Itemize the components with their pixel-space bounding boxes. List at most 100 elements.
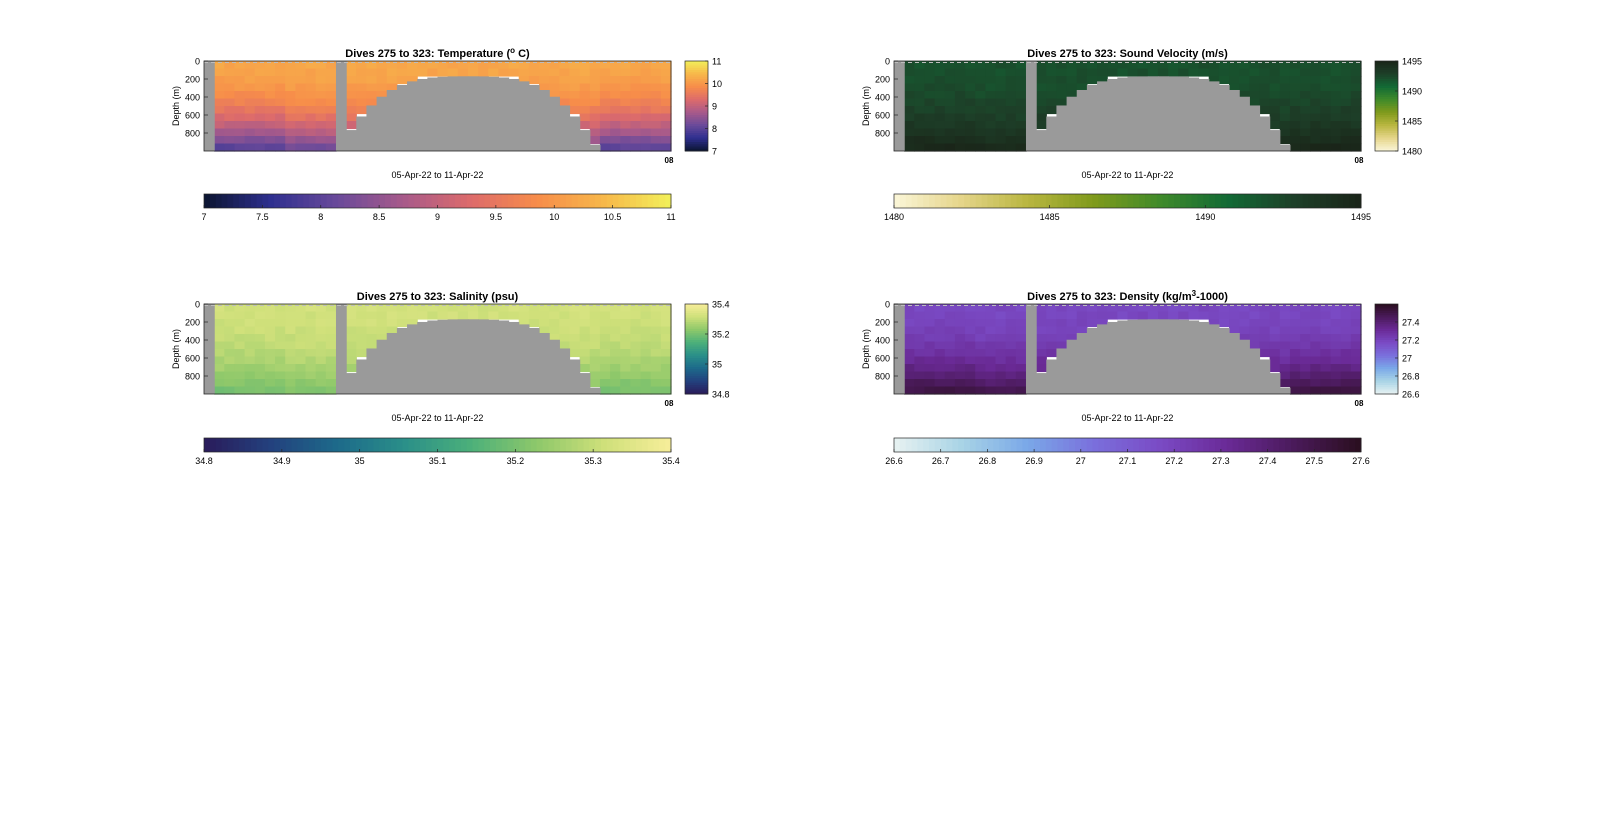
colorbar-swatch — [624, 438, 631, 452]
heatmap-cell — [640, 371, 652, 380]
heatmap-cell — [620, 386, 631, 395]
heatmap-cell — [549, 91, 560, 100]
heatmap-cell — [275, 76, 286, 85]
heatmap-cell — [904, 128, 915, 137]
colorbar-swatch — [1133, 438, 1140, 452]
heatmap-cell — [1330, 334, 1342, 343]
heatmap-cell — [1015, 371, 1027, 380]
heatmap-cell — [1015, 386, 1027, 395]
no-data-block — [396, 84, 408, 151]
colorbar-swatch — [449, 194, 456, 208]
colorbar-swatch — [685, 117, 708, 120]
colorbar-tick-label: 35.1 — [429, 456, 447, 466]
heatmap-cell — [1269, 68, 1281, 77]
colorbar-swatch — [384, 194, 392, 208]
heatmap-cell — [346, 304, 357, 313]
heatmap-cell — [1350, 386, 1362, 395]
heatmap-cell — [1036, 326, 1047, 335]
colorbar-swatch — [466, 194, 474, 208]
heatmap-cell — [305, 371, 317, 380]
colorbar-tick-label: 1480 — [884, 212, 904, 222]
heatmap-cell — [914, 326, 926, 335]
heatmap-cell — [954, 326, 966, 335]
colorbar-swatch — [221, 194, 228, 208]
heatmap-cell — [488, 311, 500, 320]
colorbar-swatch — [1238, 438, 1245, 452]
colorbar-swatch — [964, 438, 971, 452]
heatmap-cell — [1259, 83, 1271, 92]
heatmap-cell — [610, 128, 621, 137]
heatmap-cell — [914, 98, 926, 107]
heatmap-cell — [934, 143, 946, 152]
colorbar-swatch — [1375, 349, 1398, 352]
heatmap-cell — [579, 349, 591, 358]
colorbar-swatch — [1375, 313, 1398, 316]
heatmap-cell — [1147, 61, 1159, 70]
heatmap-cell — [356, 68, 368, 77]
colorbar-swatch — [1092, 438, 1099, 452]
heatmap-cell — [1330, 379, 1342, 388]
heatmap-cell — [1279, 83, 1291, 92]
heatmap-cell — [1340, 304, 1352, 313]
heatmap-cell — [924, 91, 936, 100]
heatmap-cell — [346, 349, 357, 358]
heatmap-cell — [437, 61, 449, 70]
heatmap-cell — [924, 364, 936, 373]
colorbar-tick-label: 35.2 — [507, 456, 525, 466]
y-tick-label: 400 — [875, 336, 890, 346]
colorbar-swatch — [940, 194, 948, 208]
colorbar-swatch — [402, 438, 409, 452]
heatmap-cell — [315, 76, 327, 85]
heatmap-cell — [965, 371, 976, 380]
heatmap-cell — [1300, 341, 1311, 350]
heatmap-cell — [944, 106, 956, 115]
heatmap-cell — [1340, 68, 1352, 77]
colorbar-swatch — [1139, 438, 1146, 452]
heatmap-cell — [1107, 304, 1118, 313]
heatmap-cell — [285, 91, 296, 100]
colorbar-swatch — [1375, 340, 1398, 343]
colorbar-swatch — [530, 438, 538, 452]
heatmap-cell — [934, 326, 946, 335]
colorbar-swatch — [1296, 438, 1304, 452]
colorbar-swatch — [495, 438, 503, 452]
heatmap-cell — [396, 68, 408, 77]
heatmap-cell — [599, 379, 611, 388]
heatmap-cell — [224, 128, 236, 137]
heatmap-cell — [965, 311, 976, 320]
x-tick-label: 08 — [1355, 156, 1364, 165]
no-data-block — [528, 327, 540, 394]
heatmap-cell — [954, 349, 966, 358]
colorbar-swatch — [1375, 317, 1398, 321]
heatmap-cell — [914, 61, 926, 70]
no-data-block — [1208, 324, 1220, 394]
heatmap-cell — [295, 143, 307, 152]
heatmap-cell — [965, 334, 976, 343]
colorbar-swatch — [355, 438, 363, 452]
heatmap-cell — [366, 304, 378, 313]
heatmap-cell — [995, 326, 1007, 335]
heatmap-cell — [366, 341, 378, 350]
heatmap-cell — [1350, 68, 1362, 77]
heatmap-cell — [620, 341, 631, 350]
colorbar-swatch — [1255, 438, 1263, 452]
heatmap-cell — [1269, 326, 1281, 335]
heatmap-cell — [1198, 68, 1210, 77]
heatmap-cell — [254, 356, 266, 365]
heatmap-cell — [660, 76, 672, 85]
heatmap-cell — [305, 98, 317, 107]
heatmap-cell — [346, 319, 357, 328]
heatmap-cell — [975, 341, 986, 350]
colorbar-swatch — [1375, 376, 1398, 379]
colorbar-swatch — [478, 194, 485, 208]
heatmap-cell — [234, 341, 246, 350]
colorbar-tick-label: 26.7 — [932, 456, 950, 466]
heatmap-cell — [234, 386, 246, 395]
colorbar-swatch — [431, 438, 438, 452]
heatmap-cell — [244, 311, 256, 320]
heatmap-cell — [975, 106, 986, 115]
colorbar-swatch — [1273, 194, 1280, 208]
no-data-block — [1127, 319, 1139, 394]
no-data-block — [427, 320, 439, 394]
